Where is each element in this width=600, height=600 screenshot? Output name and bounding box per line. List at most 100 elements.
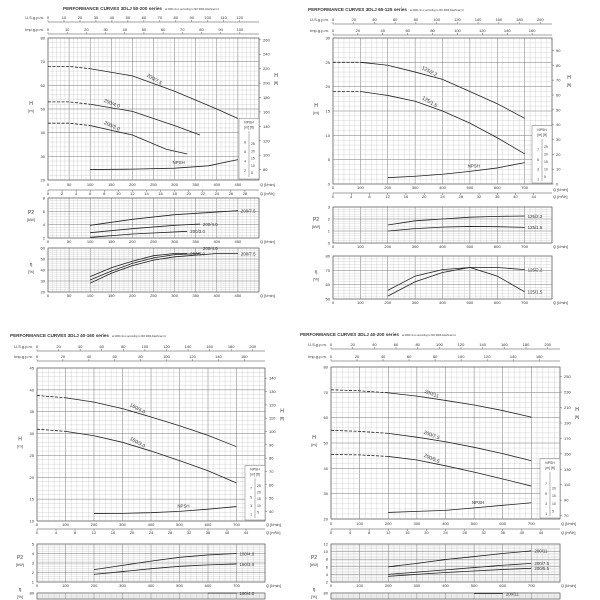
- npsh-ft-tick: 25: [251, 142, 255, 146]
- usgpm-tick-label: 60: [99, 344, 104, 349]
- usgpm-axis-label: U.S.g.p.m.: [25, 15, 44, 20]
- npsh-curve-label: NPSH: [172, 160, 184, 165]
- ft-axis-unit: [ft]: [567, 82, 571, 87]
- m3h-tick-label: 20: [422, 194, 427, 199]
- head-curve-dashed: [330, 389, 389, 394]
- ft-tick-label: 240: [263, 52, 270, 57]
- usgpm-tick-label: 140: [475, 17, 482, 22]
- power-tick-label: 10: [324, 549, 329, 554]
- power-plot: 2 4 6 8 P2[kW] 200/7.5 200/4.0 200/3.0: [27, 196, 260, 241]
- q-tick-label: 200: [384, 244, 391, 249]
- head-tick-label: 40: [41, 130, 46, 135]
- usgpm-tick-label: 30: [94, 15, 99, 20]
- ft-axis-label: H: [280, 409, 284, 415]
- q-tick-label: 100: [356, 583, 363, 588]
- q-tick-label: 0: [47, 182, 50, 187]
- npsh-scale-units: [m] [ft]: [244, 125, 253, 129]
- ft-tick-label: 200: [263, 81, 270, 86]
- q-tick-label: 400: [442, 583, 449, 588]
- ft-tick-label: 80: [556, 63, 561, 68]
- impgpm-tick-label: 0: [47, 27, 50, 32]
- usgpm-tick-label: 80: [414, 17, 419, 22]
- npsh-ft-tick: 15: [257, 497, 261, 501]
- q-tick-label: 300: [171, 239, 178, 244]
- power-curve: [388, 562, 532, 575]
- power-curve-label: 160/3.0: [240, 562, 255, 567]
- usgpm-tick-label: 160: [495, 17, 502, 22]
- q-tick-label: 300: [119, 522, 126, 527]
- ft-tick-label: 90: [556, 48, 561, 53]
- impgpm-axis-label: Imp.g.p.m.: [308, 354, 327, 359]
- m3h-tick-label: 18: [172, 191, 177, 196]
- power-curve: [388, 550, 532, 568]
- chart-panel-tr: PERFORMANCE CURVES 3DLJ 65-125 series at …: [308, 7, 571, 305]
- q-tick-label: 600: [499, 583, 506, 588]
- q-tick-label: 450: [235, 239, 242, 244]
- head-tick-label: 30: [30, 431, 35, 436]
- ft-tick-label: 140: [263, 124, 270, 129]
- ft-tick-label: 190: [564, 420, 571, 425]
- ft-tick-label: 30: [556, 137, 561, 142]
- usgpm-tick-label: 160: [501, 342, 508, 347]
- head-tick-label: 20: [324, 517, 329, 522]
- efficiency-tick-label: 60: [326, 282, 331, 287]
- power-curve-label: 125/1.5: [528, 225, 543, 230]
- chart-title: PERFORMANCE CURVES 3DLJ 40-200 series: [300, 332, 399, 337]
- head-curve: [90, 125, 188, 155]
- power-tick-label: 1: [32, 580, 35, 585]
- impgpm-tick-label: 60: [405, 28, 410, 33]
- head-curve: [90, 68, 239, 119]
- m3h-tick-label: 0: [47, 191, 50, 196]
- usgpm-tick-label: 180: [228, 344, 235, 349]
- m3h-tick-label: 40: [513, 194, 518, 199]
- m3h-tick-label: 24: [443, 530, 448, 535]
- q-tick-label: 700: [521, 185, 528, 190]
- q-tick-label: 400: [442, 521, 449, 526]
- m3h-tick-label: 12: [130, 191, 135, 196]
- ft-axis-label: H: [575, 407, 579, 413]
- m3h-tick-label: 2: [61, 191, 64, 196]
- m3h-tick-label: 0: [330, 530, 333, 535]
- impgpm-tick-label: 20: [356, 28, 361, 33]
- head-curve: [388, 392, 532, 418]
- head-tick-label: 20: [30, 475, 35, 480]
- q-tick-label: 400: [213, 239, 220, 244]
- m3h-tick-label: 16: [158, 191, 163, 196]
- efficiency-curve: [90, 253, 238, 284]
- q-tick-label: 600: [494, 185, 501, 190]
- m3h-tick-label: 0: [332, 194, 335, 199]
- m3h-tick-label: 16: [111, 530, 116, 535]
- q-tick-label: 0: [47, 239, 50, 244]
- impgpm-tick-label: 140: [510, 354, 517, 359]
- usgpm-tick-label: 60: [394, 342, 399, 347]
- npsh-curve: [387, 162, 525, 179]
- usgpm-tick-label: 0: [332, 17, 335, 22]
- q-tick-label: 150: [108, 182, 115, 187]
- npsh-scale-title: NPSH: [545, 461, 555, 465]
- m3h-tick-label: 40: [520, 530, 525, 535]
- power-curve-label: 125/2.2: [528, 214, 543, 219]
- head-tick-label: 5: [328, 157, 331, 162]
- npsh-scale-units: [m] [ft]: [537, 133, 546, 137]
- usgpm-tick-label: 200: [544, 342, 551, 347]
- efficiency-tick-label: 40: [41, 268, 46, 273]
- head-axis-label: H: [314, 103, 318, 109]
- chart-panel-bl: PERFORMANCE CURVES 3DLJ 40-160 series at …: [10, 333, 284, 600]
- m3h-tick-label: 0: [36, 530, 39, 535]
- power-tick-label: 1: [328, 229, 331, 234]
- power-curve-label: 200/7.5: [534, 561, 549, 566]
- head-tick-label: 25: [326, 60, 331, 65]
- m3h-tick-label: 16: [405, 530, 410, 535]
- usgpm-tick-label: 0: [47, 15, 50, 20]
- npsh-ft-tick: 5: [552, 510, 554, 514]
- usgpm-tick-label: 90: [190, 15, 195, 20]
- npsh-ft-tick: 15: [251, 157, 255, 161]
- npsh-ft-tick: 25: [544, 145, 548, 149]
- power-curve: [90, 210, 238, 226]
- head-tick-label: 30: [326, 36, 331, 41]
- ft-tick-label: 160: [263, 109, 270, 114]
- q-tick-label: 700: [521, 300, 528, 305]
- head-curve-dashed: [48, 122, 91, 126]
- ft-axis-label: H: [567, 75, 571, 81]
